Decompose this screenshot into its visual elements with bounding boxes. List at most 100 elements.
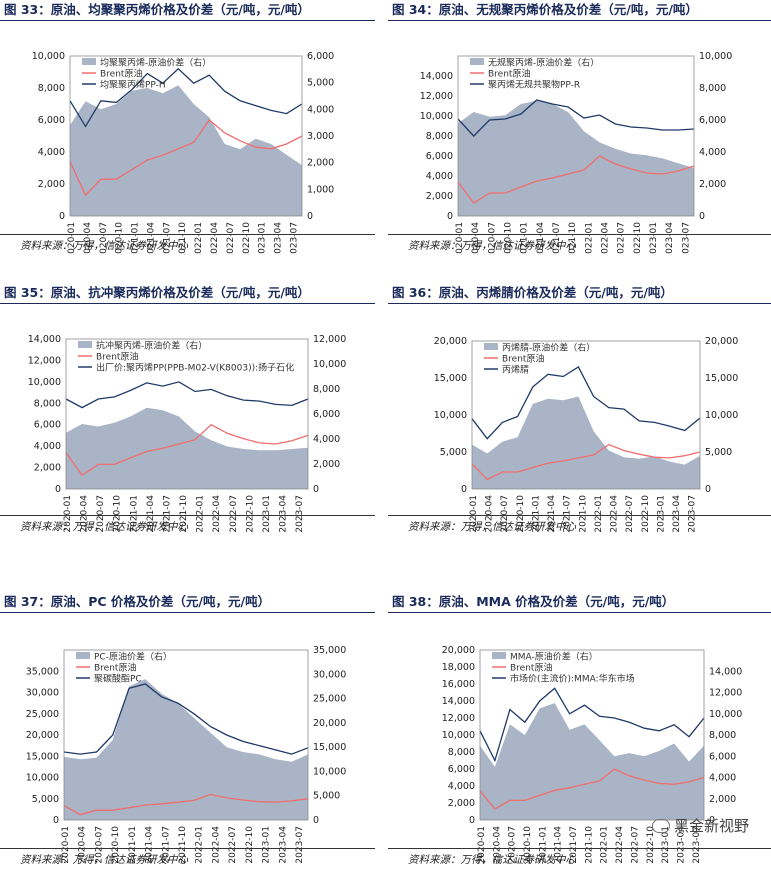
x-tick-label: 2022-10: [641, 495, 651, 533]
legend-swatch: [484, 343, 498, 350]
legend-label: Brent原油: [94, 662, 136, 674]
legend-label: 丙烯腈: [502, 364, 529, 376]
x-tick-label: 2020-01: [477, 826, 487, 864]
legend-swatch: [76, 652, 90, 659]
source-note: 资料来源：万得，信达证券研发中心: [408, 521, 576, 533]
legend-label: 均聚聚丙烯-原油价差（右）: [100, 57, 211, 69]
y-right-tick-label: 10,000: [709, 709, 742, 720]
chart-svg: 0 2,000 4,000 6,000 8,000 10,000 0 1,000 2,000 3,…: [32, 51, 334, 255]
y-right-tick-label: 4,000: [709, 773, 736, 784]
plot-frame: [63, 649, 309, 821]
x-tick-label: 2020-07: [508, 826, 518, 864]
x-tick-label: 2022-04: [610, 495, 620, 533]
x-tick-label: 2020-10: [115, 222, 125, 255]
y-left-tick-label: 20,000: [26, 730, 59, 741]
y-right-tick-label: 8,000: [699, 83, 726, 94]
x-tick-label: 2022-10: [633, 222, 643, 255]
x-tick-label: 2022-10: [245, 826, 255, 864]
x-tick-label: 2020-04: [492, 826, 502, 864]
x-tick-label: 2021-04: [536, 222, 546, 255]
chart-svg: 0 5,000 10,000 15,000 20,000 0 5,000 10,000 15,0…: [434, 336, 739, 533]
y-right-tick-label: 2,000: [709, 794, 736, 805]
y-right-tick-label: 25,000: [313, 694, 346, 705]
x-tick-label: 2021-07: [162, 222, 172, 255]
x-tick-label: 2020-04: [83, 222, 93, 255]
source-rule: [0, 848, 375, 849]
y-right-tick-label: 4,000: [307, 104, 334, 115]
chart-panel-3: 图 35：原油、抗冲聚丙烯价格及价差（元/吨，元/吨） 0 2,000 4,000 6,…: [0, 283, 375, 541]
x-tick-label: 2020-10: [503, 222, 513, 255]
y-left-tick-label: 15,000: [26, 751, 59, 762]
y-left-tick-label: 10,000: [434, 410, 467, 421]
y-right-tick-label: 8,000: [709, 730, 736, 741]
y-right-tick-label: 10,000: [313, 766, 346, 777]
legend-label: 聚丙烯无规共聚物PP-R: [488, 79, 580, 91]
x-tick-label: 2021-07: [162, 495, 172, 533]
chart-panel-5: 图 37：原油、PC 价格及价差（元/吨，元/吨） 0 5,000 10,000 15,…: [0, 592, 375, 874]
y-left-tick-label: 8,000: [448, 747, 475, 758]
chart-title: 图 37：原油、PC 价格及价差（元/吨，元/吨）: [4, 594, 271, 609]
x-tick-label: 2022-07: [228, 826, 238, 864]
x-tick-label: 2023-07: [688, 495, 698, 533]
x-tick-label: 2022-07: [630, 826, 640, 864]
x-tick-label: 2021-04: [547, 495, 557, 533]
y-right-tick-label: 20,000: [705, 336, 738, 347]
y-left-tick-label: 18,000: [442, 662, 475, 673]
y-left-tick-label: 2,000: [448, 798, 475, 809]
chart-title: 图 36：原油、丙烯腈价格及价差（元/吨，元/吨）: [392, 285, 673, 300]
legend-label: 出厂价:聚丙烯PP(PPB-M02-V(K8003)):扬子石化: [96, 362, 294, 374]
y-left-tick-label: 10,000: [28, 377, 61, 388]
brent-line: [63, 793, 309, 816]
y-left-tick-label: 6,000: [38, 115, 65, 126]
y-left-tick-label: 0: [461, 484, 467, 495]
x-tick-label: 2020-10: [516, 495, 526, 533]
chart-panel-4: 图 36：原油、丙烯腈价格及价差（元/吨，元/吨） 0 5,000 10,000 15,…: [388, 283, 771, 541]
chart-title: 图 35：原油、抗冲聚丙烯价格及价差（元/吨，元/吨）: [4, 285, 310, 300]
y-left-tick-label: 8,000: [426, 131, 453, 142]
source-note: 资料来源：万得，信达证券研发中心: [20, 240, 188, 252]
source-note: 资料来源：万得，信达证券研发中心: [20, 521, 188, 533]
x-tick-label: 2023-07: [295, 826, 305, 864]
y-right-tick-label: 10,000: [705, 410, 738, 421]
y-right-tick-label: 1,000: [307, 184, 334, 195]
x-tick-label: 2023-01: [661, 826, 671, 864]
x-tick-label: 2021-04: [145, 826, 155, 864]
x-tick-label: 2023-01: [262, 495, 272, 533]
legend-label: Brent原油: [96, 351, 138, 363]
y-right-tick-label: 5,000: [705, 447, 732, 458]
y-left-tick-label: 4,000: [38, 147, 65, 158]
y-right-tick-label: 8,000: [313, 384, 340, 395]
y-right-tick-label: 6,000: [313, 409, 340, 420]
chart-panel-6: 图 38：原油、MMA 价格及价差（元/吨，元/吨） 0 2,000 4,000 6,0…: [388, 592, 771, 874]
y-right-tick-label: 5,000: [313, 791, 340, 802]
x-tick-label: 2020-04: [80, 495, 90, 533]
watermark: 黑金新视野: [651, 815, 749, 836]
x-tick-label: 2022-01: [195, 826, 205, 864]
x-tick-label: 2022-01: [196, 495, 206, 533]
x-tick-label: 2022-04: [211, 826, 221, 864]
x-tick-label: 2021-10: [179, 495, 189, 533]
chart-svg: 0 2,000 4,000 6,000 8,000 10,000 12,000 14,000 0…: [28, 334, 347, 533]
x-tick-label: 2021-01: [129, 495, 139, 533]
x-tick-label: 2023-04: [676, 826, 686, 864]
x-tick-label: 2021-04: [554, 826, 564, 864]
legend-label: Brent原油: [510, 662, 552, 674]
legend-label: 聚碳酸酯PC: [94, 673, 142, 685]
x-tick-label: 2022-07: [229, 495, 239, 533]
x-tick-label: 2023-04: [665, 222, 675, 255]
x-tick-label: 2023-07: [289, 222, 299, 255]
x-tick-label: 2021-07: [569, 826, 579, 864]
x-tick-label: 2023-01: [649, 222, 659, 255]
legend-label: Brent原油: [502, 353, 544, 365]
legend-label: PC-原油价差（右）: [94, 651, 172, 663]
legend-label: 均聚聚丙烯PP-H: [100, 79, 166, 91]
brent-line: [457, 155, 695, 204]
x-tick-label: 2021-10: [178, 826, 188, 864]
y-right-tick-label: 6,000: [307, 51, 334, 62]
legend-label: Brent原油: [488, 68, 530, 80]
x-tick-label: 2021-07: [552, 222, 562, 255]
brent-line: [65, 423, 309, 476]
x-tick-label: 2020-01: [67, 222, 77, 255]
x-tick-label: 2020-07: [487, 222, 497, 255]
plot-frame: [479, 649, 705, 821]
